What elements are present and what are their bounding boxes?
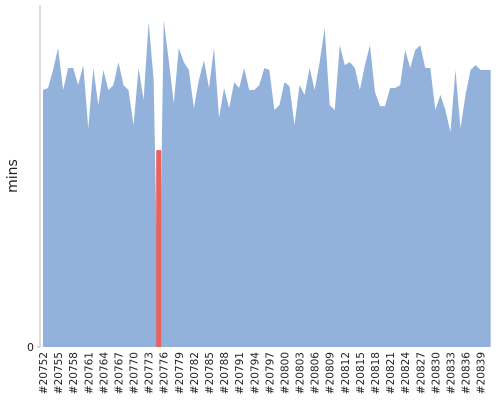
x-tick-label: #20782 xyxy=(189,352,201,394)
x-tick-label: #20824 xyxy=(400,352,412,395)
x-tick-label: #20767 xyxy=(113,352,125,394)
x-tick-label: #20752 xyxy=(38,352,50,394)
x-tick-label: #20809 xyxy=(325,352,337,394)
x-tick-label: #20815 xyxy=(355,352,367,394)
failed-bar xyxy=(156,150,162,347)
x-tick-label: #20773 xyxy=(144,352,156,394)
x-tick-label: #20758 xyxy=(68,352,80,394)
area xyxy=(43,20,491,347)
y-axis-label: mins xyxy=(5,159,21,193)
x-tick-label: #20794 xyxy=(249,352,261,395)
x-tick-label: #20800 xyxy=(279,352,291,394)
x-tick-label: #20827 xyxy=(415,352,427,394)
x-tick-label: #20770 xyxy=(129,352,141,394)
x-tick-label: #20791 xyxy=(234,352,246,394)
x-tick-label: #20830 xyxy=(430,352,442,394)
x-tick-label: #20764 xyxy=(98,352,110,395)
x-tick-label: #20818 xyxy=(370,352,382,394)
x-tick-label: #20755 xyxy=(53,352,65,394)
x-tick-label: #20812 xyxy=(340,352,352,394)
x-tick-label: #20821 xyxy=(385,352,397,394)
x-tick-label: #20779 xyxy=(174,352,186,394)
x-tick-label: #20797 xyxy=(264,352,276,394)
x-tick-label: #20803 xyxy=(295,352,307,394)
y-tick-label: 0 xyxy=(27,341,34,354)
x-tick-label: #20806 xyxy=(310,352,322,395)
x-tick-label: #20839 xyxy=(476,352,488,394)
x-tick-label: #20785 xyxy=(204,352,216,394)
x-tick-label: #20788 xyxy=(219,352,231,394)
x-tick-label: #20836 xyxy=(461,352,473,395)
x-tick-label: #20776 xyxy=(159,352,171,395)
x-tick-label: #20833 xyxy=(445,352,457,394)
x-tick-label: #20761 xyxy=(83,352,95,394)
